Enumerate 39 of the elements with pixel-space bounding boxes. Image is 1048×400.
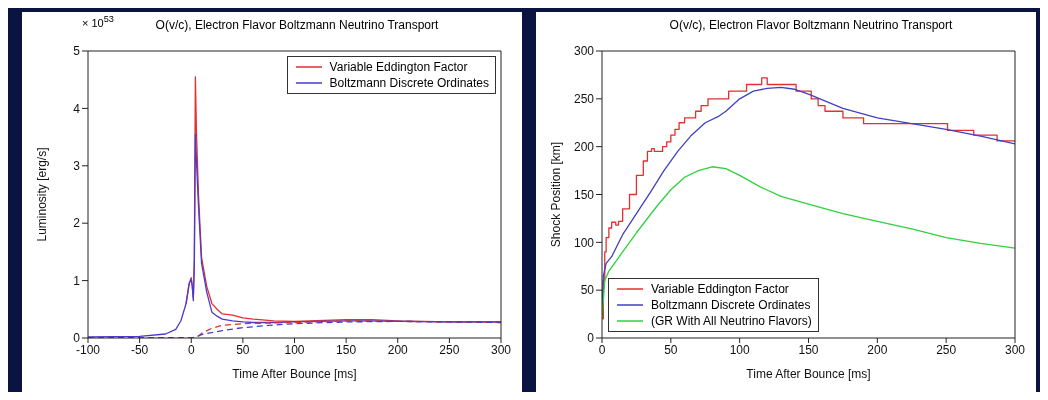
x-tick-label: 300: [490, 342, 512, 357]
y-tick-label: 150: [573, 187, 595, 202]
x-tick-label: 100: [284, 342, 305, 357]
x-tick-label: 200: [387, 342, 409, 357]
x-tick-label: 200: [867, 342, 888, 357]
x-axis-title: Time After Bounce [ms]: [746, 367, 871, 381]
x-tick-label: 150: [798, 342, 819, 357]
legend-label: (GR With All Neutrino Flavors): [651, 313, 812, 329]
y-tick-label: 100: [573, 235, 595, 250]
y-tick-label: 300: [573, 44, 595, 59]
legend-label: Boltzmann Discrete Ordinates: [329, 75, 489, 91]
y-tick-label: 1: [73, 273, 81, 288]
y-tick-label: 0: [587, 331, 595, 346]
x-tick-label: -50: [130, 342, 149, 357]
legend-label: Variable Eddington Factor: [329, 59, 468, 75]
x-tick-label: 250: [936, 342, 957, 357]
y-tick-label: 5: [73, 44, 81, 59]
x-axis-title: Time After Bounce [ms]: [232, 367, 357, 381]
x-tick-label: 50: [664, 342, 678, 357]
legend-label: Variable Eddington Factor: [651, 281, 789, 297]
y-axis-title: Shock Position [km]: [549, 141, 564, 248]
y-tick-label: 200: [573, 139, 595, 154]
x-tick-label: 50: [236, 342, 250, 357]
x-tick-label: 300: [1004, 342, 1026, 357]
legend-label: Boltzmann Discrete Ordinates: [651, 297, 811, 313]
chart-title: O(v/c), Electron Flavor Boltzmann Neutrino Transport: [668, 18, 954, 32]
y-tick-label: 3: [73, 159, 81, 174]
x-tick-label: 150: [336, 342, 357, 357]
x-tick-label: 100: [729, 342, 750, 357]
chart-title: O(v/c), Electron Flavor Boltzmann Neutrino Transport: [155, 18, 439, 32]
x-tick-label: 250: [439, 342, 460, 357]
x-tick-label: 0: [187, 342, 195, 357]
y-axis-title: Luminosity [erg/s]: [35, 147, 50, 242]
y-tick-label: 2: [73, 216, 81, 231]
y-tick-label: 250: [573, 92, 595, 107]
y-tick-label: 50: [580, 283, 595, 298]
text: × 10$^{53}$: [82, 14, 114, 29]
y-tick-label: 4: [73, 101, 81, 116]
x-tick-label: 0: [598, 342, 606, 357]
